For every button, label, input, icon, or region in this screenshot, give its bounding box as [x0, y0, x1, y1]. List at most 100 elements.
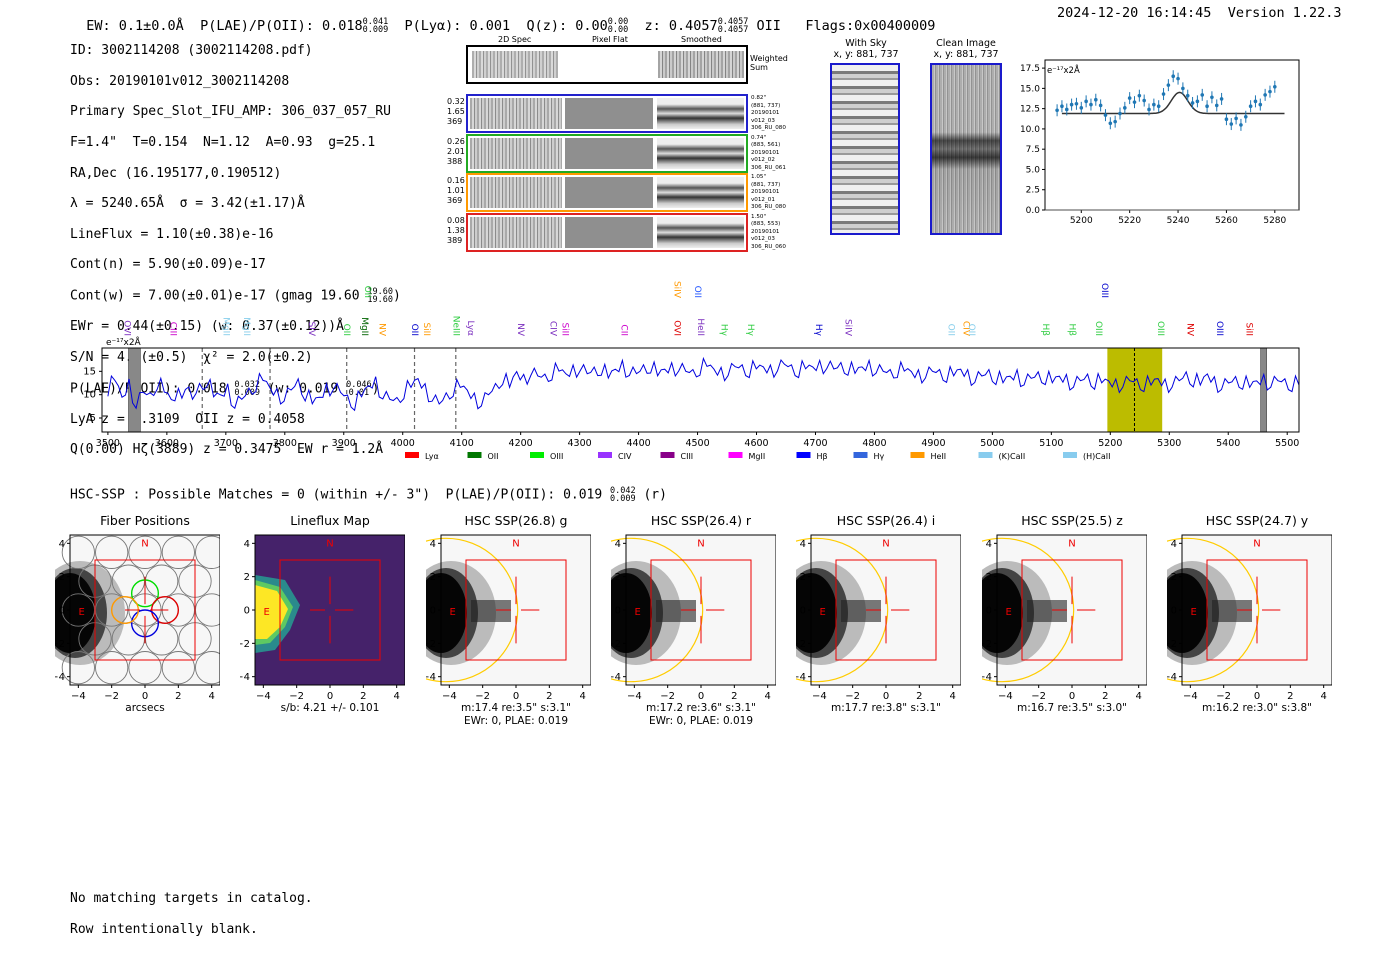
- zoom-point: [1113, 119, 1117, 124]
- panel-ytick-label: −2: [426, 639, 436, 650]
- cutout-2d-0: [470, 98, 562, 129]
- panel-ytick-label: 0: [430, 606, 436, 617]
- cutout-flat-2: [565, 177, 653, 208]
- cutout-detail-d5: 306_RU_080: [751, 204, 786, 210]
- panel-xtick-label: 4: [1135, 691, 1141, 702]
- panel-xtick-label: −2: [660, 691, 675, 702]
- north-label: N: [1068, 539, 1075, 550]
- weighted-smooth-strip: [658, 51, 744, 78]
- spectrum-line-label: HeII: [695, 318, 705, 336]
- spectrum-xtick-label: 4200: [509, 438, 533, 449]
- hsc-text: HSC-SSP : Possible Matches = 0 (within +…: [70, 487, 603, 503]
- header-z-value: 0.4057: [668, 18, 718, 34]
- spectrum-line-label: SiIV: [842, 319, 852, 337]
- cutout-stat-n1: 0.16: [447, 176, 465, 185]
- panel-title: HSC SSP(26.4) i: [836, 513, 936, 528]
- spectrum-line-label: Hγ: [719, 324, 729, 337]
- cutout-flat-3: [565, 216, 653, 248]
- panel-xtick-label: 2: [1102, 691, 1108, 702]
- panel-xtick-label: −4: [1183, 691, 1198, 702]
- aperture-ellipse: [982, 537, 1075, 683]
- panel-xtick-label: 4: [1320, 691, 1326, 702]
- cutout-detail-d1: 1.05": [751, 174, 767, 180]
- header-qz-hi: 0.00: [607, 17, 629, 27]
- panel-svg: N E 4 2 0 −2 −4 −4 −2 0 2 4 m:16.7 re:3.5" s:3.0": [982, 534, 1147, 714]
- east-label: E: [820, 607, 826, 618]
- panel-ytick-label: −2: [240, 639, 250, 650]
- legend-swatch: [910, 452, 925, 458]
- cutout-row-2: [466, 173, 748, 212]
- spectrum-ylabel: e⁻¹⁷x2Å: [106, 336, 142, 348]
- cutout-row-stats-0: 0.32 1.65 369: [447, 97, 467, 127]
- spectrum-line-label: OIII: [1093, 321, 1103, 336]
- panel-ytick-label: 0: [244, 606, 250, 617]
- zoom-ytick-label: 17.5: [1020, 64, 1040, 74]
- target-box: [1021, 559, 1123, 661]
- info-contw-lo: 19.60: [367, 295, 394, 306]
- cutout-2d-2: [470, 177, 562, 208]
- zoom-point: [1273, 84, 1277, 89]
- zoom-point: [1108, 121, 1113, 126]
- zoom-point: [1248, 104, 1253, 109]
- panel-title: Lineflux Map: [290, 513, 370, 528]
- header-z-line: OII: [756, 18, 781, 34]
- panel-ytick-label: 2: [430, 572, 436, 583]
- panel-ytick-label: −2: [982, 639, 992, 650]
- zoom-ytick-label: 5.0: [1026, 165, 1041, 175]
- north-label: N: [697, 539, 704, 550]
- spectrum-line-label: OII: [966, 324, 976, 336]
- panel-caption: m:17.2 re:3.6" s:3.1": [646, 702, 756, 714]
- legend-swatch: [405, 452, 419, 458]
- zoom-point: [1069, 102, 1074, 107]
- galaxy-core: [611, 573, 652, 653]
- sky-title: With Sky x, y: 881, 737: [830, 38, 902, 60]
- info-lya: LyA z = 3.3109 OII z = 0.4058: [70, 411, 305, 427]
- zoom-point: [1176, 76, 1180, 81]
- zoom-xtick-label: 5240: [1167, 216, 1190, 226]
- fiber-circle: [128, 651, 162, 685]
- clean-image: [930, 63, 1002, 235]
- cutout-2d-3: [470, 216, 562, 248]
- info-id: ID: 3002114208 (3002114208.pdf): [70, 43, 313, 59]
- east-label: E: [450, 607, 456, 618]
- aperture-ellipse: [611, 537, 704, 683]
- spectrum-xtick-label: 5500: [1275, 438, 1299, 449]
- spectrum-line-label: SiII: [421, 322, 431, 336]
- zoom-point: [1268, 89, 1272, 94]
- spectrum-frame: [101, 347, 1300, 433]
- zoom-point: [1132, 100, 1137, 104]
- fiber-circle: [195, 651, 220, 685]
- header-version: Version 1.22.3: [1227, 5, 1342, 21]
- cutout-smooth-2: [657, 177, 744, 208]
- panel-xtick-label: −4: [256, 691, 271, 702]
- spectrum-xtick-label: 3900: [332, 438, 356, 449]
- zoom-point: [1152, 102, 1156, 107]
- cutout-row-label-2: 1.05" (881, 737) 20190101 v012_01 306_RU_080: [751, 174, 799, 212]
- cutout-row-1: [466, 133, 748, 173]
- panel-xtick-label: 4: [949, 691, 955, 702]
- fiber-circle: [95, 651, 129, 685]
- panel-3: HSC SSP(26.4) r N E 4 2 0 −2 −4 −4 −2 0 2 4 m:17.2 re…: [611, 510, 791, 727]
- spectrum-line-label: OII: [341, 324, 351, 336]
- zoom-point: [1200, 93, 1205, 97]
- spectrum-line-label: OIII: [1099, 283, 1109, 298]
- spectrum-line-label: NV: [377, 323, 387, 337]
- legend-swatch: [978, 452, 993, 458]
- cutout-detail-d3: 20190101: [751, 149, 780, 156]
- cutout-row-0: [466, 94, 748, 133]
- header-flags: Flags:0x00400009: [805, 18, 936, 34]
- header-bar: EW: 0.1±0.0Å P(LAE)/P(OII): 0.0180.041 0.…: [70, 2, 936, 35]
- panel-xtick-label: 4: [579, 691, 585, 702]
- spectrum-line-label: CIV: [548, 321, 558, 337]
- spectrum-line-label: SiIV: [671, 281, 681, 299]
- info-contn: Cont(n) = 5.90(±0.09)e-17: [70, 257, 266, 273]
- panel-ytick-label: −2: [796, 639, 806, 650]
- cutout-stat-n3: 388: [447, 156, 463, 166]
- spectrum-ytick-label: 15: [83, 366, 96, 377]
- spectrum-xtick-label: 4500: [685, 438, 709, 449]
- panel-title: HSC SSP(25.5) z: [1021, 513, 1123, 528]
- zoom-point: [1055, 108, 1059, 113]
- spectrum-plot: 15 10 5 3500 3600 3700 3800 3900 4000 4100 4200 430…: [83, 281, 1300, 461]
- cutout-col-flat: Pixel Flat: [592, 35, 628, 44]
- info-obs: Obs: 20190101v012_3002114208: [70, 73, 290, 89]
